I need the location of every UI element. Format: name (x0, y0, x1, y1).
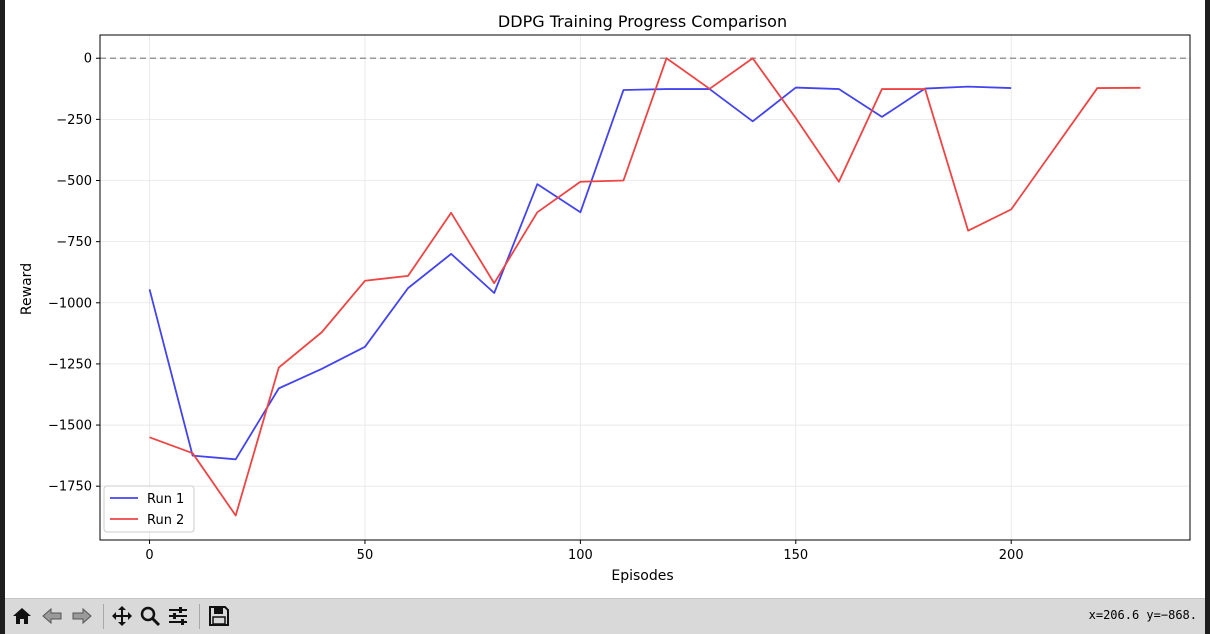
x-tick-label: 150 (783, 548, 808, 563)
home-button[interactable] (9, 603, 35, 629)
x-tick-label: 200 (999, 548, 1024, 563)
legend-label: Run 1 (147, 492, 184, 507)
y-tick-label: 0 (84, 52, 92, 67)
arrow-left-icon (42, 607, 62, 625)
forward-button[interactable] (69, 603, 95, 629)
back-button[interactable] (39, 603, 65, 629)
pan-button[interactable] (109, 603, 135, 629)
y-tick-label: −1500 (48, 419, 92, 434)
axis-ticks: 0 50 100 150 200 0 −250 −500 −750 −1000 −1250 −1500… (48, 52, 1024, 563)
home-icon (13, 608, 31, 624)
series-line-run-2 (149, 57, 1141, 517)
save-button[interactable] (206, 603, 232, 629)
x-tick-label: 0 (145, 548, 153, 563)
zoom-button[interactable] (137, 603, 163, 629)
x-axis-label: Episodes (611, 568, 673, 584)
series-lines (148, 57, 1141, 517)
navigation-toolbar: x=206.6 y=−868. (5, 598, 1205, 634)
series-line-run-1 (148, 85, 1012, 461)
x-tick-label: 100 (568, 548, 593, 563)
x-tick-label: 50 (357, 548, 374, 563)
y-axis-label: Reward (19, 263, 35, 315)
move-icon (112, 606, 132, 626)
magnifier-icon (140, 606, 161, 627)
chart: DDPG Training Progress Comparison Episod… (19, 12, 1191, 584)
legend-label: Run 2 (147, 513, 184, 528)
arrow-right-icon (72, 607, 92, 625)
configure-subplots-button[interactable] (165, 603, 191, 629)
background-terminal-right (1205, 0, 1210, 634)
cursor-coordinates: x=206.6 y=−868. (1088, 608, 1197, 622)
sliders-icon (169, 607, 187, 625)
y-tick-label: −250 (56, 113, 92, 128)
grid (100, 35, 1190, 540)
figure-window: DDPG Training Progress Comparison Episod… (5, 0, 1205, 634)
y-tick-label: −500 (56, 174, 92, 189)
y-tick-label: −1750 (48, 480, 92, 495)
chart-title: DDPG Training Progress Comparison (498, 12, 787, 31)
axes-frame (99, 34, 1191, 541)
y-tick-label: −1000 (48, 296, 92, 311)
toolbar-separator (199, 604, 200, 629)
y-tick-label: −1250 (48, 357, 92, 372)
toolbar-separator (103, 604, 104, 629)
save-icon (209, 606, 229, 626)
background-terminal-left (0, 0, 5, 634)
y-tick-label: −750 (56, 235, 92, 250)
legend: Run 1 Run 2 (103, 485, 195, 533)
